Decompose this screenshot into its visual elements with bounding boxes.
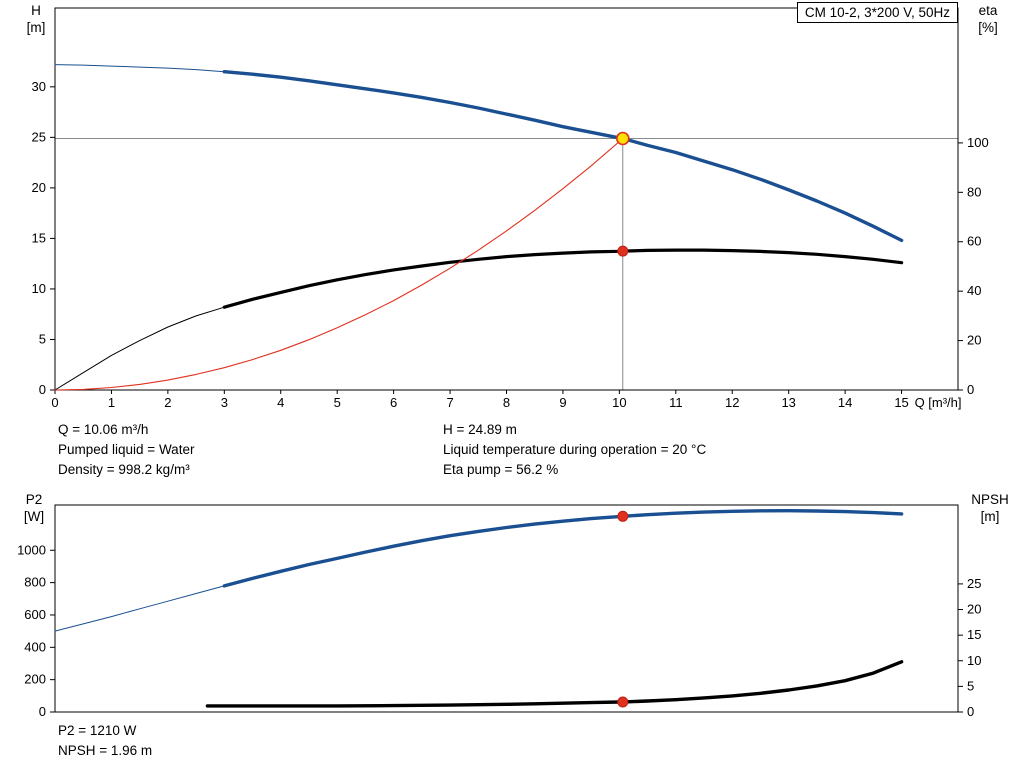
eta-readout: Eta pump = 56.2 % [443, 462, 559, 477]
plot-frame [54, 504, 959, 713]
y-left-tick-label: 1000 [17, 542, 46, 557]
x-tick-label: 7 [446, 395, 453, 410]
y-left-tick-label: 0 [39, 382, 46, 397]
x-tick-label: 4 [277, 395, 284, 410]
x-axis-unit-label: Q [m³/h] [915, 395, 962, 410]
y-left-tick-label: 0 [39, 704, 46, 719]
p2-npsh-chart: 0 200 400 600 800 1000 0 5 10 15 20 25 [17, 504, 981, 719]
x-tick-label: 8 [503, 395, 510, 410]
y-right-tick-label: 5 [967, 678, 974, 693]
y-right-tick-label: 100 [967, 135, 989, 150]
y-right-tick-label: 20 [967, 602, 981, 617]
x-tick-label: 6 [390, 395, 397, 410]
y-right-tick-label: 80 [967, 184, 981, 199]
y-right-tick-label: 40 [967, 283, 981, 298]
y-left-tick-label: 400 [24, 639, 46, 654]
h-axis-unit: [m] [26, 20, 46, 35]
density-readout: Density = 998.2 kg/m³ [58, 462, 190, 477]
y-right-tick-label: 20 [967, 333, 981, 348]
y-right-tick-label: 10 [967, 653, 981, 668]
pump-model-label: CM 10-2, 3*200 V, 50Hz [804, 5, 950, 20]
flow-readout: Q = 10.06 m³/h [58, 422, 149, 437]
x-tick-label: 5 [334, 395, 341, 410]
y-right-tick-label: 15 [967, 627, 981, 642]
h-axis-name: H [31, 3, 41, 18]
y-right-tick-label: 0 [967, 704, 974, 719]
x-tick-label: 0 [51, 395, 58, 410]
y-left-tick-label: 800 [24, 575, 46, 590]
x-tick-label: 10 [612, 395, 626, 410]
x-tick-label: 15 [894, 395, 908, 410]
x-tick-label: 2 [164, 395, 171, 410]
system-curve [54, 137, 624, 391]
x-tick-label: 1 [108, 395, 115, 410]
eta-curve [222, 248, 904, 309]
eta-curve-lead-in [54, 306, 225, 391]
eta-axis-title: eta [%] [964, 2, 1012, 36]
x-tick-label: 9 [559, 395, 566, 410]
npsh-curve [205, 660, 904, 708]
p2-axis-unit: [W] [23, 509, 45, 524]
duty-readout-left: Q = 10.06 m³/h Pumped liquid = Water Den… [58, 420, 194, 480]
pumped-liquid-readout: Pumped liquid = Water [58, 442, 195, 457]
pump-model-box: CM 10-2, 3*200 V, 50Hz [796, 2, 958, 23]
eta-axis-unit: [%] [978, 20, 998, 35]
eta-axis-name: eta [978, 3, 998, 18]
eta-point [617, 245, 629, 257]
npsh-axis-title: NPSH [m] [960, 491, 1020, 525]
head-readout: H = 24.89 m [443, 422, 517, 437]
npsh-point [617, 696, 629, 708]
y-left-tick-label: 5 [39, 331, 46, 346]
h-axis-title: H [m] [16, 2, 56, 36]
plot-frame [54, 7, 959, 391]
x-tick-label: 11 [669, 395, 683, 410]
x-tick-label: 12 [725, 395, 739, 410]
y-left-tick-label: 15 [32, 230, 46, 245]
y-right-tick-label: 60 [967, 234, 981, 249]
p2-readout: P2 = 1210 W [58, 723, 137, 738]
npsh-axis-unit: [m] [980, 509, 1000, 524]
y-right-tick-label: 25 [967, 576, 981, 591]
head-curve-lead-in [54, 64, 225, 73]
y-left-tick-label: 600 [24, 607, 46, 622]
npsh-axis-name: NPSH [971, 492, 1009, 507]
x-tick-label: 3 [221, 395, 228, 410]
hq-eta-chart: 0 1 2 3 4 5 6 7 8 9 10 11 12 13 14 15 Q [m³/h]0510152025… [32, 7, 989, 410]
temperature-readout: Liquid temperature during operation = 20… [443, 442, 707, 457]
y-left-tick-label: 25 [32, 129, 46, 144]
head-curve [222, 69, 904, 243]
p2-curve [222, 509, 904, 588]
y-left-tick-label: 200 [24, 672, 46, 687]
y-left-tick-label: 20 [32, 180, 46, 195]
p2-axis-name: P2 [25, 492, 43, 507]
p2-curve-lead-in [54, 585, 225, 632]
p2-point [617, 510, 629, 522]
x-tick-label: 14 [838, 395, 852, 410]
p2-axis-title: P2 [W] [12, 491, 56, 525]
duty-readout-right: H = 24.89 m Liquid temperature during op… [443, 420, 706, 480]
power-npsh-readout: P2 = 1210 W NPSH = 1.96 m [58, 721, 152, 761]
y-left-tick-label: 30 [32, 79, 46, 94]
y-left-tick-label: 10 [32, 281, 46, 296]
x-tick-label: 13 [781, 395, 795, 410]
y-right-tick-label: 0 [967, 382, 974, 397]
npsh-readout: NPSH = 1.96 m [58, 743, 153, 758]
operating-point[interactable] [615, 131, 630, 146]
